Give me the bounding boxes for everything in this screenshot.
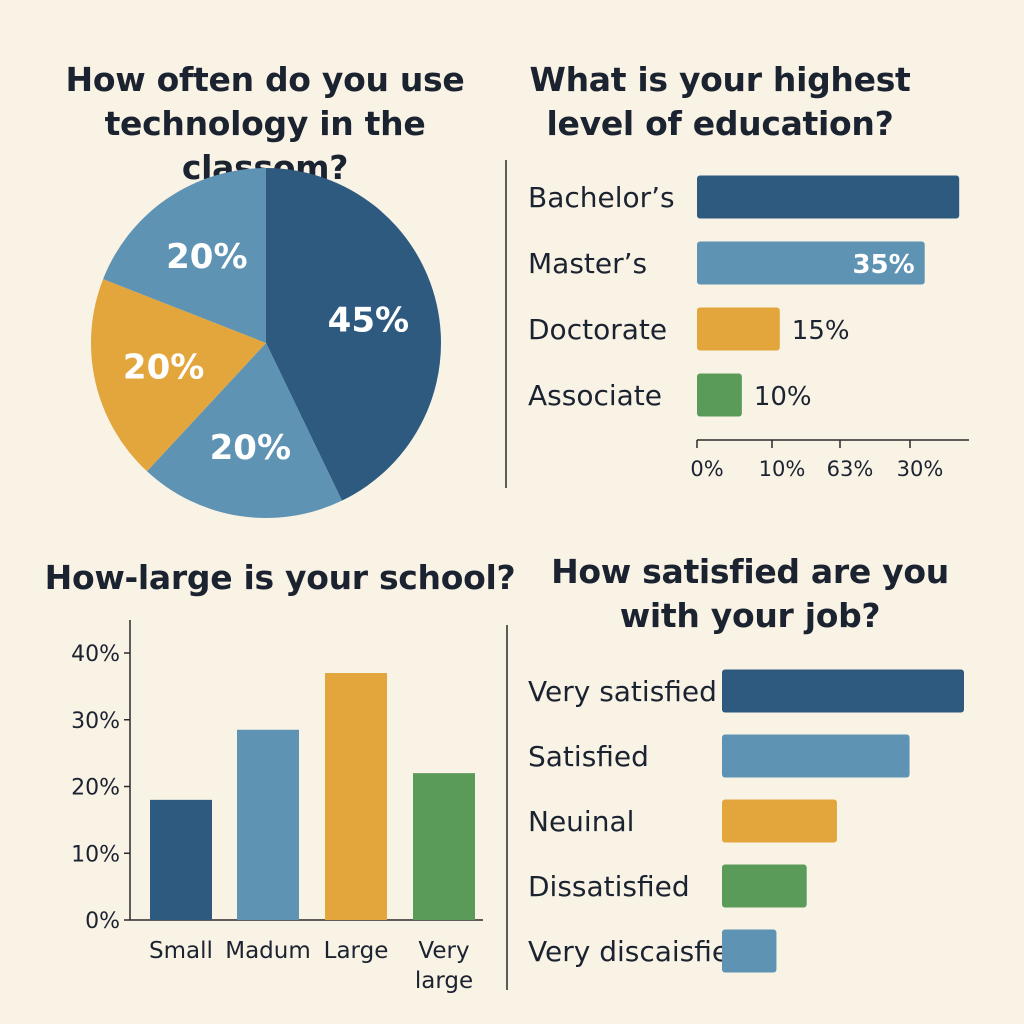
pie-slice-label-3: 20% [166, 237, 247, 277]
school-size-chart-title: How-large is your school? [40, 556, 520, 600]
y-tick-label: 20% [71, 776, 120, 801]
category-label: Satisfied [528, 740, 649, 773]
category-label: Associate [528, 379, 662, 412]
category-label: Very discaisfied [528, 935, 747, 968]
satisfaction-title-line-2: with your job? [619, 596, 881, 635]
category-label: Bachelor’s [528, 181, 675, 214]
x-tick-label: 63% [827, 457, 874, 481]
pie-slice-label-0: 45% [328, 301, 409, 341]
y-tick-label: 0% [85, 909, 120, 934]
x-tick-label: 30% [897, 457, 944, 481]
data-label: 15% [792, 316, 850, 346]
data-label: 35% [852, 250, 914, 280]
pie-slice-1 [146, 343, 342, 518]
category-label: Master’s [528, 247, 647, 280]
bar [722, 669, 964, 713]
x-category-label: Very [418, 938, 469, 964]
bar [722, 799, 837, 843]
satisfaction-title-line-1: How satisfied are you [551, 552, 949, 591]
education-title-line-2: level of education? [546, 104, 894, 143]
x-category-label: Small [149, 938, 213, 964]
category-label: Very satisfied [528, 675, 717, 708]
x-category-label: large [415, 968, 473, 994]
y-tick-label: 40% [71, 642, 120, 667]
x-tick-label: 0% [690, 457, 723, 481]
pie-slice-label-2: 20% [123, 347, 204, 387]
bar [697, 241, 925, 285]
education-title-line-1: What is your highest [529, 60, 911, 99]
school-size-title-line-1: How-large is your school? [44, 558, 516, 597]
category-label: Dissatisfied [528, 870, 690, 903]
satisfaction-bar-chart: Very satisfied Satisfied Neuinal Dissatisfi… [506, 625, 964, 990]
bar [697, 175, 960, 219]
pie-slice-2 [90, 279, 266, 472]
category-label: Doctorate [528, 313, 667, 346]
x-category-label: Large [324, 938, 389, 964]
data-label: 10% [754, 382, 812, 412]
bar [722, 734, 910, 778]
bar [722, 929, 777, 973]
bar [237, 729, 299, 920]
bar [697, 373, 742, 417]
pie-slice-3 [103, 168, 266, 343]
pie-title-line-1: How often do you use [65, 60, 465, 99]
x-category-label: Madum [225, 938, 311, 964]
satisfaction-chart-title: How satisfied are you with your job? [530, 550, 970, 638]
y-tick-label: 30% [71, 709, 120, 734]
bar [413, 773, 475, 920]
x-tick-label: 10% [759, 457, 806, 481]
bar [325, 673, 387, 920]
category-label: Neuinal [528, 805, 634, 838]
y-tick-label: 10% [71, 842, 120, 867]
technology-use-pie-chart: 45% 20% 20% 20% [90, 168, 441, 518]
bar [150, 799, 212, 920]
bar [697, 307, 780, 351]
pie-slice-label-1: 20% [210, 428, 291, 468]
bar [722, 864, 807, 908]
pie-chart-title: How often do you use technology in the c… [30, 58, 500, 190]
education-bar-chart: Bachelor’s Master’s 35% Doctorate 15% Associa… [505, 160, 969, 488]
pie-slice-0 [266, 168, 441, 501]
school-size-bar-chart: 0% 10% 20% 30% 40% Small Madum Large Very large [71, 620, 483, 994]
education-chart-title: What is your highest level of education? [520, 58, 920, 146]
